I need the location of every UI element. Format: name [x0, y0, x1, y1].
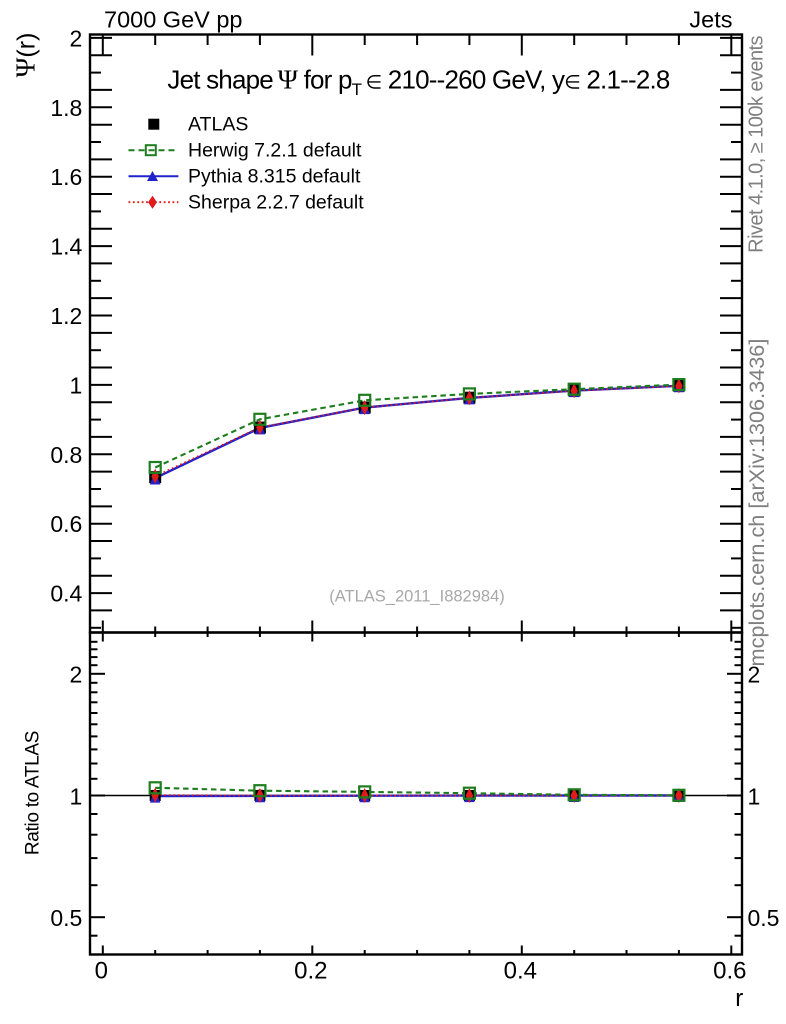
svg-text:1.2: 1.2 [50, 303, 82, 329]
svg-text:1: 1 [748, 783, 761, 809]
svg-text:r: r [735, 985, 743, 1012]
svg-text:Pythia 8.315 default: Pythia 8.315 default [188, 165, 361, 187]
svg-text:7000 GeV pp: 7000 GeV pp [104, 7, 243, 33]
svg-text:Herwig 7.2.1 default: Herwig 7.2.1 default [188, 139, 362, 161]
svg-text:Jet shape Ψ for pT ∈ 210--260: Jet shape Ψ for pT ∈ 210--260 GeV, y∈ 2.… [167, 64, 670, 100]
svg-text:0.6: 0.6 [713, 958, 746, 985]
svg-text:0: 0 [95, 958, 108, 985]
svg-text:0.2: 0.2 [294, 958, 327, 985]
svg-text:1.8: 1.8 [50, 95, 82, 121]
svg-text:0.5: 0.5 [50, 905, 82, 931]
svg-text:mcplots.cern.ch [arXiv:1306.34: mcplots.cern.ch [arXiv:1306.3436] [744, 339, 769, 667]
svg-text:Rivet 4.1.0, ≥ 100k events: Rivet 4.1.0, ≥ 100k events [746, 35, 768, 252]
svg-text:1.6: 1.6 [50, 164, 82, 190]
svg-text:Ratio to ATLAS: Ratio to ATLAS [23, 731, 44, 855]
svg-text:2: 2 [70, 662, 83, 688]
svg-text:Sherpa 2.2.7 default: Sherpa 2.2.7 default [188, 191, 364, 213]
svg-text:1: 1 [70, 372, 83, 398]
svg-text:2: 2 [70, 25, 83, 51]
svg-text:(ATLAS_2011_I882984): (ATLAS_2011_I882984) [329, 588, 505, 606]
svg-text:Jets: Jets [689, 7, 732, 33]
svg-text:2: 2 [748, 662, 761, 688]
svg-text:1: 1 [70, 783, 83, 809]
svg-text:0.5: 0.5 [748, 905, 780, 931]
svg-text:0.8: 0.8 [50, 442, 82, 468]
svg-text:0.4: 0.4 [504, 958, 537, 985]
svg-text:1.4: 1.4 [50, 234, 82, 260]
svg-text:0.6: 0.6 [50, 511, 82, 537]
svg-text:0.4: 0.4 [50, 581, 82, 607]
svg-text:Ψ(r): Ψ(r) [11, 33, 41, 78]
svg-text:ATLAS: ATLAS [188, 113, 248, 135]
